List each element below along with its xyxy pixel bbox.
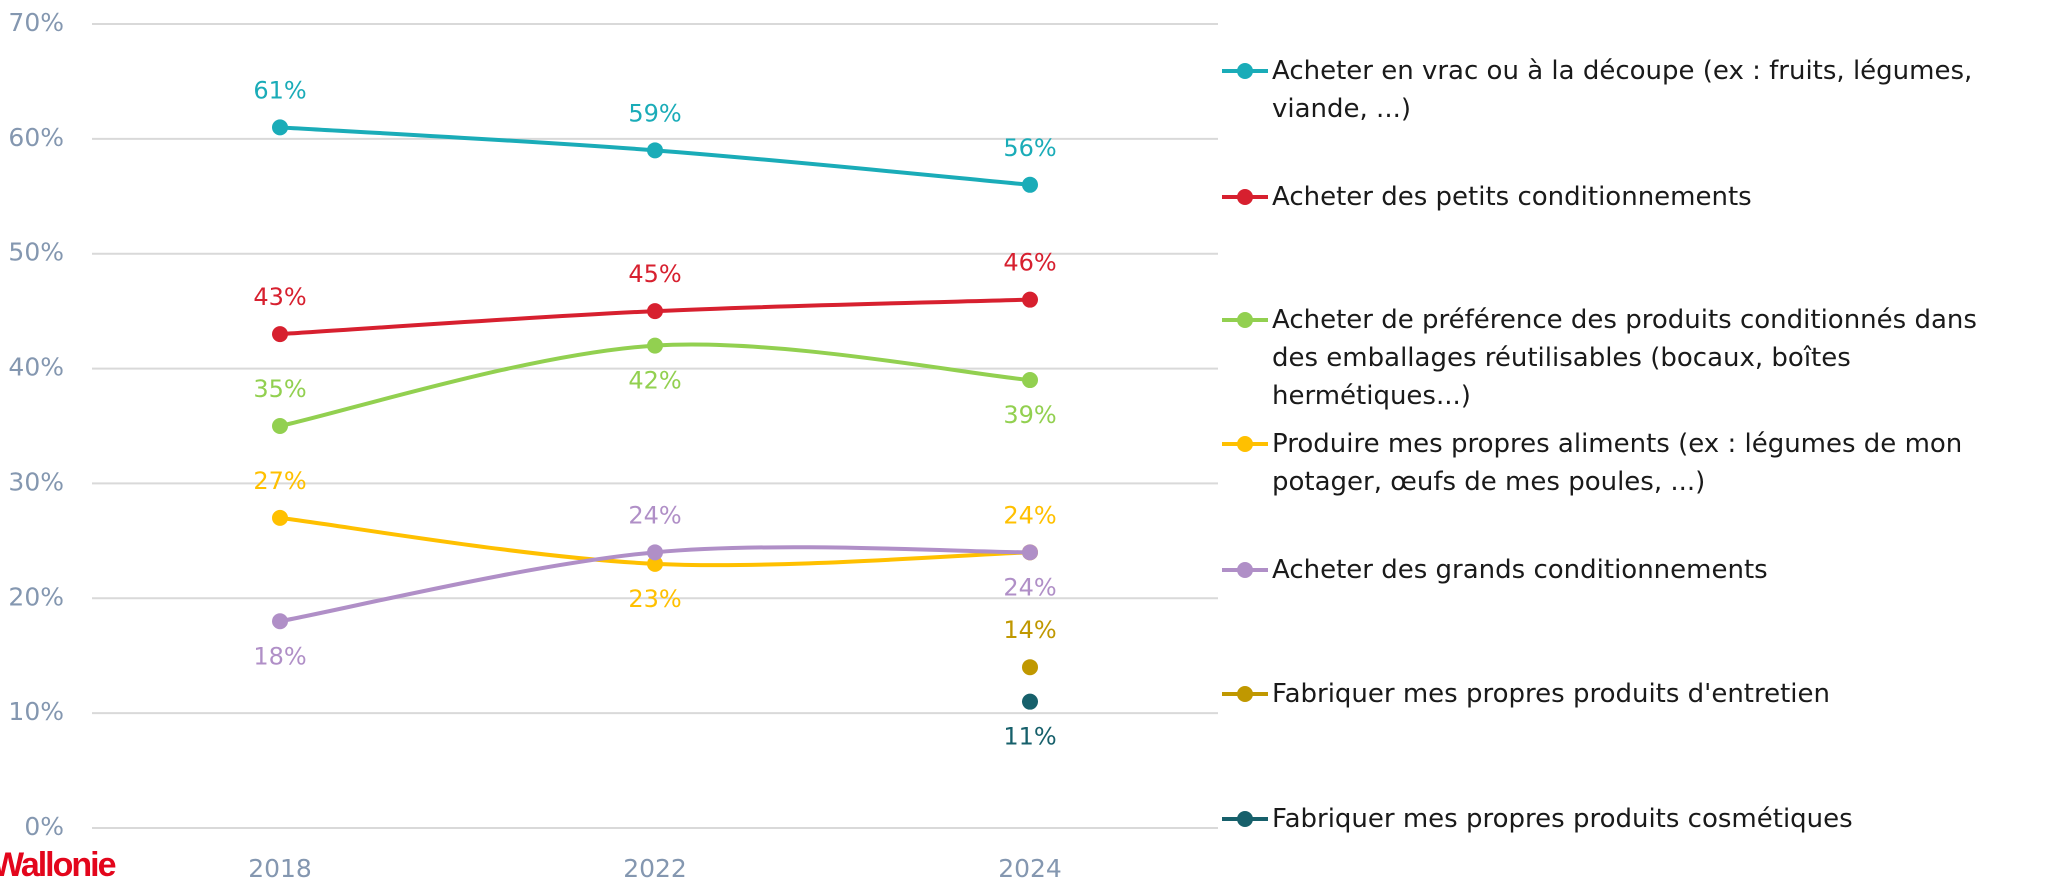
legend-swatch (1218, 551, 1272, 589)
legend-swatch-icon (1222, 189, 1268, 205)
data-label: 18% (253, 642, 306, 670)
legend-swatch-icon (1222, 686, 1268, 702)
data-point (1022, 693, 1038, 710)
data-label: 24% (628, 501, 681, 529)
legend-dot (1237, 189, 1253, 205)
data-label: 59% (628, 99, 681, 127)
x-tick-label: 2024 (998, 854, 1062, 883)
legend-item: Fabriquer mes propres produits d'entreti… (1218, 675, 2048, 713)
legend-dot (1237, 63, 1253, 79)
legend-swatch (1218, 178, 1272, 216)
data-label: 39% (1003, 401, 1056, 429)
legend-label: Acheter de préférence des produits condi… (1272, 305, 1977, 411)
data-point (647, 142, 663, 159)
legend-swatch-icon (1222, 312, 1268, 328)
data-point (272, 119, 288, 136)
legend-dot (1237, 686, 1253, 702)
legend-swatch (1218, 800, 1272, 838)
legend-dot (1237, 312, 1253, 328)
legend-label: Acheter en vrac ou à la découpe (ex : fr… (1272, 56, 1973, 124)
legend-swatch (1218, 425, 1272, 463)
data-point (647, 303, 663, 320)
data-label: 23% (628, 585, 681, 613)
legend-label: Acheter des petits conditionnements (1272, 182, 1752, 212)
data-point (1022, 544, 1038, 561)
legend-label: Fabriquer mes propres produits d'entreti… (1272, 679, 1831, 709)
y-tick-label: 30% (8, 467, 64, 496)
y-tick-label: 60% (8, 123, 64, 152)
data-label: 11% (1003, 723, 1056, 751)
legend-label: Fabriquer mes propres produits cosmétiqu… (1272, 804, 1853, 834)
y-tick-label: 10% (8, 697, 64, 726)
data-point (647, 544, 663, 561)
data-point (272, 326, 288, 343)
data-label: 46% (1003, 249, 1056, 277)
legend-swatch-icon (1222, 63, 1268, 79)
legend-dot (1237, 436, 1253, 452)
legend-item: Acheter des grands conditionnements (1218, 551, 2048, 589)
data-point (1022, 291, 1038, 308)
data-point (1022, 372, 1038, 389)
y-tick-label: 20% (8, 582, 64, 611)
legend-label: Acheter des grands conditionnements (1272, 555, 1768, 585)
legend-swatch-icon (1222, 436, 1268, 452)
y-tick-label: 0% (24, 812, 64, 841)
legend-item: Fabriquer mes propres produits cosmétiqu… (1218, 800, 2048, 838)
data-point (647, 337, 663, 354)
legend-swatch (1218, 52, 1272, 90)
data-label: 14% (1003, 616, 1056, 644)
legend-swatch-icon (1222, 562, 1268, 578)
legend-swatch-icon (1222, 811, 1268, 827)
legend-swatch (1218, 301, 1272, 339)
data-point (1022, 176, 1038, 193)
legend-item: Acheter des petits conditionnements (1218, 178, 2048, 216)
data-point (272, 418, 288, 434)
data-label: 24% (1003, 573, 1056, 601)
data-label: 43% (253, 283, 306, 311)
logo: Wallonie (0, 846, 117, 884)
data-label: 56% (1003, 134, 1056, 162)
x-tick-label: 2022 (623, 854, 687, 883)
data-label: 61% (253, 76, 306, 104)
data-point (272, 613, 288, 630)
x-tick-label: 2018 (248, 854, 312, 883)
data-label: 35% (253, 375, 306, 403)
data-label: 27% (253, 467, 306, 495)
data-point (647, 555, 663, 572)
data-point (1022, 659, 1038, 676)
legend-dot (1237, 562, 1253, 578)
data-label: 45% (628, 260, 681, 288)
data-point (272, 509, 288, 526)
legend-dot (1237, 811, 1253, 827)
data-label: 42% (628, 367, 681, 395)
legend-label: Produire mes propres aliments (ex : légu… (1272, 429, 1963, 497)
legend-swatch (1218, 675, 1272, 713)
data-label: 24% (1003, 501, 1056, 529)
legend-item: Acheter de préférence des produits condi… (1218, 301, 2048, 415)
y-tick-label: 40% (8, 353, 64, 382)
legend-item: Produire mes propres aliments (ex : légu… (1218, 425, 2048, 501)
y-tick-label: 70% (8, 8, 64, 37)
legend-item: Acheter en vrac ou à la découpe (ex : fr… (1218, 52, 2048, 128)
y-tick-label: 50% (8, 238, 64, 267)
